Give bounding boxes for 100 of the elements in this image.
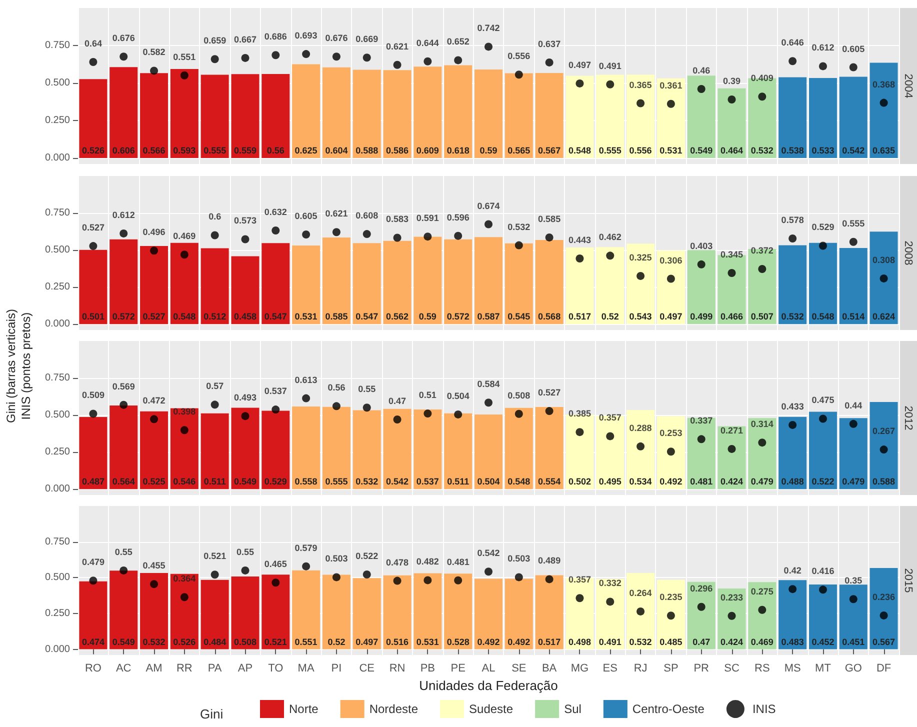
- data-label: 0.579: [294, 542, 318, 553]
- point: [697, 260, 706, 268]
- y-tick-label: 0.750: [44, 536, 70, 548]
- data-label: 0.604: [325, 146, 348, 156]
- point: [150, 580, 158, 588]
- data-label: 0.554: [538, 476, 561, 487]
- bar: [110, 239, 138, 324]
- data-label: 0.508: [234, 636, 257, 647]
- data-label: 0.365: [629, 80, 652, 90]
- y-tick-label: 0.500: [44, 572, 70, 584]
- bar: [596, 74, 624, 158]
- data-label: 0.492: [477, 636, 500, 647]
- point: [484, 568, 492, 576]
- data-label: 0.47: [388, 396, 406, 406]
- point: [302, 50, 310, 58]
- data-label: 0.465: [264, 559, 287, 570]
- data-label: 0.612: [112, 210, 135, 220]
- data-label: 0.591: [416, 213, 439, 224]
- point: [758, 438, 766, 447]
- data-label: 0.606: [112, 146, 135, 156]
- bar: [110, 67, 138, 158]
- y-tick-label: 0.000: [44, 318, 70, 330]
- bar: [170, 574, 198, 650]
- bar: [870, 62, 898, 158]
- data-label: 0.612: [812, 42, 834, 53]
- point: [576, 428, 584, 436]
- data-label: 0.357: [568, 574, 591, 585]
- point: [180, 593, 188, 602]
- point: [332, 52, 340, 61]
- point: [545, 58, 554, 66]
- point: [697, 85, 706, 93]
- point: [89, 576, 98, 585]
- data-label: 0.635: [872, 146, 896, 156]
- point: [150, 246, 158, 255]
- data-label: 0.585: [538, 214, 561, 224]
- data-label: 0.522: [356, 550, 378, 561]
- data-label: 0.686: [264, 32, 287, 42]
- bar: [656, 580, 685, 650]
- data-label: 0.551: [294, 636, 318, 647]
- data-label: 0.337: [690, 416, 713, 426]
- y-tick-label: 0.000: [44, 152, 70, 164]
- x-tick-label: RJ: [634, 662, 648, 674]
- bar: [79, 416, 108, 490]
- point: [362, 230, 371, 238]
- data-label: 0.551: [173, 52, 196, 62]
- x-tick-label: PA: [208, 662, 222, 674]
- y-tick-label: 0.000: [44, 484, 70, 495]
- point: [636, 607, 645, 616]
- point: [728, 612, 736, 620]
- point: [302, 394, 310, 402]
- data-label: 0.537: [416, 476, 439, 487]
- data-label: 0.521: [264, 636, 287, 647]
- data-label: 0.527: [538, 388, 561, 398]
- point: [241, 566, 250, 574]
- data-label: 0.542: [477, 548, 500, 558]
- point: [849, 595, 858, 604]
- text: 2015: [902, 568, 914, 593]
- bar: [383, 240, 412, 324]
- x-tick-label: RR: [176, 662, 192, 674]
- data-label: 0.559: [234, 146, 257, 156]
- data-label: 0.498: [568, 636, 591, 647]
- bar: [870, 568, 898, 650]
- data-label: 0.548: [508, 476, 530, 487]
- data-label: 0.565: [508, 146, 530, 156]
- data-label: 0.485: [660, 636, 682, 647]
- bar: [262, 243, 290, 324]
- data-label: 0.609: [416, 146, 439, 156]
- point: [636, 99, 645, 108]
- data-label: 0.517: [538, 636, 561, 647]
- data-label: 0.543: [629, 312, 652, 322]
- point: [849, 238, 858, 246]
- y-tick-label: 0.250: [44, 608, 70, 619]
- data-label: 0.568: [538, 312, 561, 322]
- x-tick-label: CE: [359, 662, 375, 674]
- x-tick-label: PR: [694, 662, 710, 674]
- data-label: 0.497: [568, 60, 591, 70]
- data-label: 0.479: [82, 557, 104, 568]
- data-label: 0.667: [234, 34, 257, 44]
- data-label: 0.499: [690, 312, 713, 322]
- data-label: 0.613: [294, 374, 318, 385]
- data-label: 0.492: [660, 476, 682, 487]
- data-label: 0.475: [812, 395, 834, 406]
- data-label: 0.57: [206, 381, 224, 392]
- data-label: 0.235: [660, 592, 682, 602]
- data-label: 0.479: [750, 476, 774, 487]
- point: [302, 230, 310, 238]
- data-label: 0.469: [750, 636, 774, 647]
- bar: [808, 412, 837, 490]
- data-label: 0.526: [82, 146, 104, 156]
- bar: [778, 77, 807, 158]
- point: [606, 80, 614, 88]
- data-label: 0.501: [82, 312, 104, 322]
- data-label: 0.482: [416, 556, 439, 567]
- y-tick-label: 0.250: [44, 115, 70, 126]
- x-tick-label: AL: [482, 662, 496, 674]
- point: [818, 414, 827, 423]
- bar: [322, 574, 350, 650]
- data-label: 0.511: [447, 476, 470, 487]
- bar: [870, 402, 898, 490]
- point: [362, 54, 371, 62]
